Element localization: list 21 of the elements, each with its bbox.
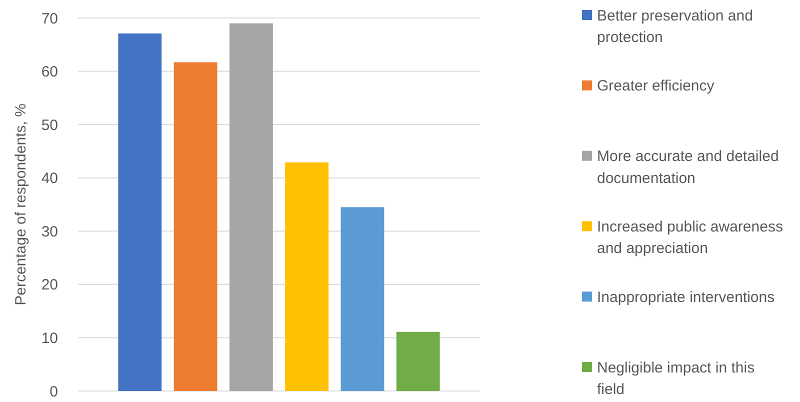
bar: [340, 207, 384, 391]
y-tick-label: 60: [41, 64, 58, 81]
legend-label: Inappropriate interventions: [597, 288, 775, 306]
legend-label: Negligible impact in this field: [597, 359, 755, 398]
bar: [118, 33, 162, 391]
y-tick-label: 50: [41, 116, 58, 134]
y-tick-label: 10: [41, 330, 58, 347]
legend-label: Greater efficiency: [597, 78, 715, 95]
legend-label: More accurate and detailed documentation: [597, 148, 779, 187]
y-tick-label: 0: [50, 383, 58, 400]
y-tick-label: 20: [41, 276, 58, 294]
bar: [174, 62, 218, 391]
bar: [396, 332, 440, 391]
bar: [229, 23, 273, 391]
legend-label: Better preservation and protection: [597, 7, 753, 46]
y-axis-title: Percentage of respondents, %: [12, 104, 30, 306]
y-tick-label: 40: [41, 170, 58, 188]
bar: [285, 162, 329, 391]
legend-label: Increased public awareness and appreciation: [597, 218, 783, 258]
y-tick-label: 30: [41, 223, 58, 240]
y-tick-label: 70: [41, 10, 58, 28]
